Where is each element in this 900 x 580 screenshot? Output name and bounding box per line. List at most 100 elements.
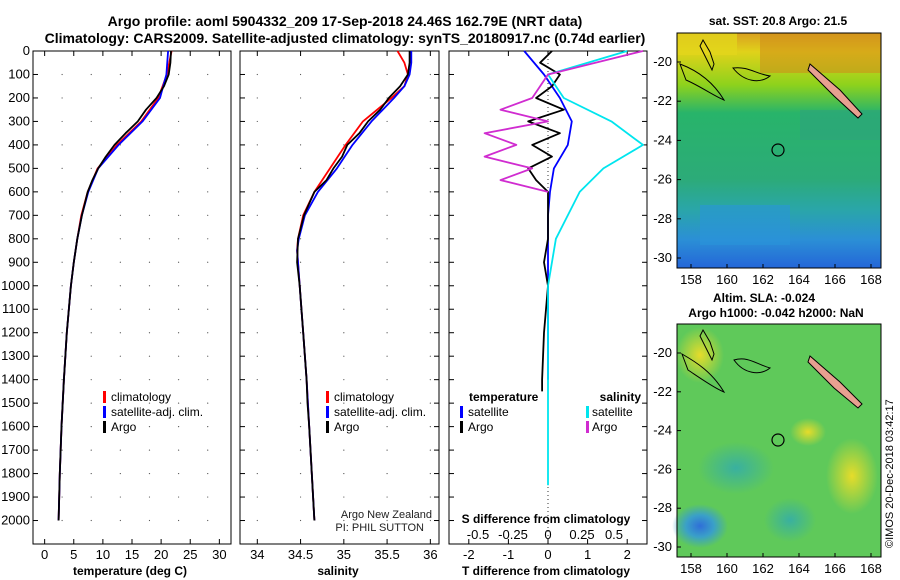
temperature-legend: climatology satellite-adj. clim. Argo bbox=[103, 390, 203, 434]
grid-dot bbox=[343, 97, 345, 99]
series-line-argo bbox=[57, 50, 172, 521]
grid-dot bbox=[299, 449, 302, 451]
grid-dot bbox=[148, 496, 151, 498]
grid-dot bbox=[386, 97, 388, 99]
depth-tick-label: 1700 bbox=[1, 442, 30, 457]
salinity-grid bbox=[256, 73, 431, 522]
grid-dot bbox=[429, 285, 431, 287]
grid-dot bbox=[119, 191, 121, 193]
legend-label-climatology: climatology bbox=[334, 390, 394, 404]
depth-tick-label: 200 bbox=[8, 90, 30, 105]
grid-dot bbox=[429, 144, 431, 146]
imos-credit: ©IMOS 20-Dec-2018 03:42:17 bbox=[884, 399, 896, 548]
legend-swatch-climatology bbox=[103, 391, 106, 403]
grid-dot bbox=[299, 472, 302, 475]
grid-dot bbox=[256, 120, 258, 123]
sla-high-anomaly bbox=[790, 418, 826, 446]
grid-dot bbox=[148, 355, 151, 357]
grid-dot bbox=[90, 214, 92, 216]
grid-dot bbox=[177, 449, 180, 451]
grid-dot bbox=[90, 426, 92, 428]
grid-dot bbox=[256, 214, 258, 216]
difference-series bbox=[449, 50, 647, 522]
grid-dot bbox=[429, 191, 431, 193]
x-tick-label: 34.5 bbox=[288, 547, 313, 562]
grid-dot bbox=[177, 308, 180, 310]
grid-dot bbox=[207, 73, 209, 76]
latitude-tick-label: -22 bbox=[653, 93, 672, 108]
latitude-tick-label: -20 bbox=[653, 345, 672, 360]
temperature-axes-frame bbox=[32, 50, 232, 545]
grid-dot bbox=[299, 214, 302, 216]
sla-map-panel: Altim. SLA: -0.024 Argo h1000: -0.042 h2… bbox=[653, 291, 882, 576]
grid-dot bbox=[90, 144, 92, 146]
grid-dot bbox=[299, 167, 302, 169]
grid-dot bbox=[429, 449, 431, 451]
salinity-series bbox=[240, 50, 439, 522]
argo-float-marker bbox=[771, 143, 785, 157]
grid-dot bbox=[429, 120, 431, 123]
grid-dot bbox=[343, 285, 345, 287]
grid-dot bbox=[299, 261, 302, 263]
grid-dot bbox=[386, 308, 388, 310]
grid-dot bbox=[299, 496, 302, 498]
longitude-tick-label: 162 bbox=[752, 561, 774, 576]
depth-tick-label: 900 bbox=[8, 254, 30, 269]
depth-tick-label: 0 bbox=[23, 43, 30, 58]
s-difference-tick-labels: -0.5 -0.25 0 0.25 0.5 bbox=[467, 527, 623, 542]
grid-dot bbox=[429, 97, 431, 99]
depth-tick-label: 1300 bbox=[1, 348, 30, 363]
temperature-grid bbox=[61, 73, 209, 522]
legend-label-s-argo: Argo bbox=[592, 420, 618, 434]
legend-label-s-satellite: satellite bbox=[592, 405, 633, 419]
grid-dot bbox=[61, 355, 63, 357]
longitude-tick-label: 164 bbox=[788, 272, 810, 287]
grid-dot bbox=[343, 449, 345, 451]
grid-dot bbox=[90, 332, 92, 334]
grid-dot bbox=[386, 238, 388, 240]
longitude-tick-label: 168 bbox=[860, 272, 882, 287]
legend-label-satellite: satellite-adj. clim. bbox=[334, 405, 426, 419]
grid-dot bbox=[256, 379, 258, 381]
grid-dot bbox=[207, 379, 209, 381]
legend-title-temperature: temperature bbox=[469, 390, 539, 404]
temperature-axis-ticks: 0 5 10 15 20 25 30 bbox=[41, 51, 227, 562]
grid-dot bbox=[90, 73, 92, 76]
depth-tick-label: 1200 bbox=[1, 325, 30, 340]
depth-tick-label: 400 bbox=[8, 137, 30, 152]
x-tick-label: 25 bbox=[183, 547, 197, 562]
grid-dot bbox=[429, 496, 431, 498]
figure-title-line2: Climatology: CARS2009. Satellite-adjuste… bbox=[45, 30, 646, 46]
sst-map-title: sat. SST: 20.8 Argo: 21.5 bbox=[709, 14, 848, 28]
grid-dot bbox=[207, 426, 209, 428]
grid-dot bbox=[386, 379, 388, 381]
grid-dot bbox=[119, 519, 121, 522]
grid-dot bbox=[148, 379, 151, 381]
grid-dot bbox=[207, 308, 209, 310]
sla-map-title: Altim. SLA: -0.024 bbox=[713, 291, 815, 305]
depth-tick-label: 1500 bbox=[1, 395, 30, 410]
sst-map-field bbox=[677, 33, 881, 268]
longitude-tick-label: 166 bbox=[824, 272, 846, 287]
depth-axis-ticks: 0 100 200 300 400 500 600 700 800 900 1000 1100 1200… bbox=[1, 43, 38, 528]
grid-dot bbox=[90, 191, 92, 193]
grid-dot bbox=[61, 285, 63, 287]
sst-warm-patch bbox=[677, 33, 737, 55]
grid-dot bbox=[256, 449, 258, 451]
depth-tick-label: 100 bbox=[8, 66, 30, 81]
grid-dot bbox=[386, 214, 388, 216]
difference-legend-temperature: temperature satellite Argo bbox=[460, 390, 539, 434]
latitude-tick-label: -28 bbox=[653, 211, 672, 226]
grid-dot bbox=[177, 379, 180, 381]
grid-dot bbox=[207, 449, 209, 451]
grid-dot bbox=[386, 449, 388, 451]
grid-dot bbox=[148, 144, 151, 146]
grid-dot bbox=[90, 120, 92, 123]
grid-dot bbox=[429, 519, 431, 522]
grid-dot bbox=[119, 308, 121, 310]
grid-dot bbox=[61, 120, 63, 123]
legend-swatch-t-satellite bbox=[460, 406, 463, 418]
grid-dot bbox=[148, 426, 151, 428]
grid-dot bbox=[61, 261, 63, 263]
series-line-argo bbox=[296, 51, 411, 521]
